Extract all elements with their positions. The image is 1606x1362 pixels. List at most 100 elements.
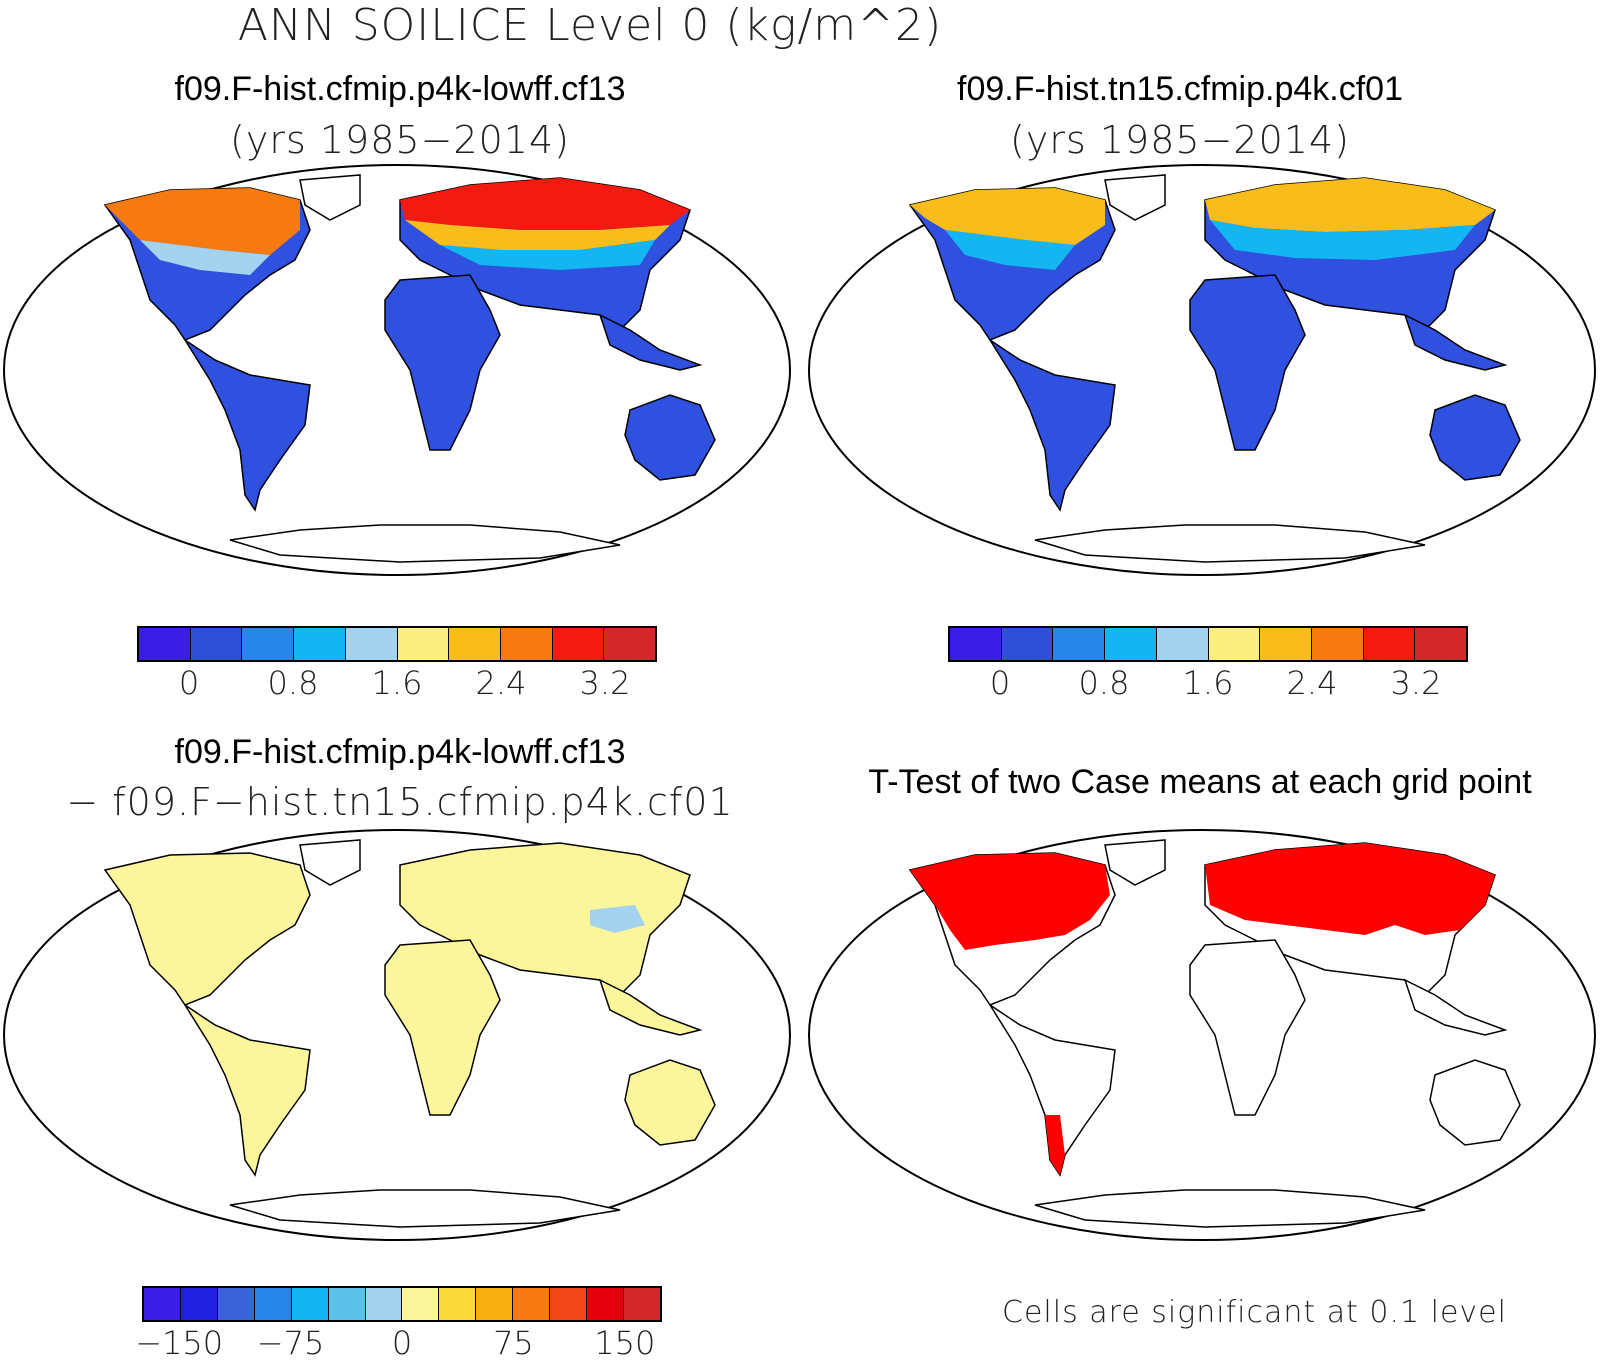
- panel3-colorbar: [142, 1286, 662, 1322]
- na-significant: [910, 853, 1110, 950]
- australia: [624, 1059, 716, 1146]
- panel3-subtitle: − f09.F−hist.tn15.cfmip.p4k.cf01: [66, 780, 734, 824]
- main-title: ANN SOILICE Level 0 (kg/m^2): [237, 0, 943, 51]
- na-warm: [910, 188, 1105, 245]
- antarctica: [1034, 1189, 1426, 1228]
- eurasia-light: [440, 240, 655, 270]
- south-america: [184, 1004, 311, 1177]
- colorbar-swatch: [139, 628, 191, 660]
- colorbar-swatch: [1311, 628, 1364, 660]
- colorbar-swatch: [144, 1288, 181, 1320]
- panel1-map: [3, 164, 791, 576]
- colorbar-swatch: [1260, 628, 1312, 660]
- se-asia: [1403, 978, 1508, 1036]
- colorbar-swatch: [950, 628, 1002, 660]
- colorbar-tick-label: 2.4: [475, 664, 527, 702]
- colorbar-tick-label: 0.8: [1078, 664, 1130, 702]
- colorbar-swatch: [513, 1288, 551, 1320]
- tibet-blue: [590, 905, 645, 933]
- se-asia: [598, 313, 703, 371]
- colorbar-tick-label: 0.8: [267, 664, 319, 702]
- australia: [1429, 1059, 1521, 1146]
- africa: [384, 939, 501, 1116]
- panel2-subtitle: (yrs 1985−2014): [1010, 118, 1350, 162]
- panel4-map: [808, 829, 1596, 1241]
- africa: [1189, 939, 1306, 1116]
- colorbar-swatch: [500, 628, 553, 660]
- colorbar-swatch: [623, 1288, 660, 1320]
- colorbar-swatch: [550, 1288, 588, 1320]
- na-warm: [105, 188, 300, 255]
- colorbar-swatch: [397, 628, 450, 660]
- colorbar-swatch: [217, 1288, 255, 1320]
- eurasia-yellow: [405, 220, 670, 250]
- africa: [384, 274, 501, 451]
- antarctica: [229, 1189, 621, 1228]
- colorbar-swatch: [604, 628, 656, 660]
- antarctica: [1034, 524, 1426, 563]
- panel1-colorbar: [137, 626, 657, 662]
- colorbar-tick-label: 0: [391, 1324, 413, 1362]
- na-light: [945, 230, 1075, 270]
- colorbar-swatch: [587, 1288, 624, 1320]
- north-america: [103, 852, 311, 1006]
- significance-note: Cells are significant at 0.1 level: [1002, 1295, 1507, 1330]
- colorbar-swatch: [1208, 628, 1261, 660]
- eurasia-warm: [400, 178, 690, 230]
- se-asia: [1403, 313, 1508, 371]
- colorbar-swatch: [242, 628, 295, 660]
- eurasia-warm: [1205, 178, 1495, 232]
- antarctica: [229, 524, 621, 563]
- colorbar-swatch: [1415, 628, 1467, 660]
- panel2-map: [808, 164, 1596, 576]
- australia: [624, 394, 716, 481]
- sa-significant: [1045, 1115, 1065, 1175]
- colorbar-swatch: [180, 1288, 218, 1320]
- colorbar-swatch: [449, 628, 501, 660]
- colorbar-swatch: [345, 628, 398, 660]
- eurasia-light: [1210, 220, 1475, 260]
- colorbar-swatch: [294, 628, 346, 660]
- colorbar-swatch: [476, 1288, 514, 1320]
- colorbar-tick-label: 0: [989, 664, 1011, 702]
- colorbar-swatch: [1001, 628, 1054, 660]
- colorbar-tick-label: 75: [493, 1324, 534, 1362]
- colorbar-swatch: [1363, 628, 1416, 660]
- panel4-title: T-Test of two Case means at each grid po…: [868, 763, 1532, 801]
- colorbar-swatch: [1156, 628, 1209, 660]
- eurasia-significant: [1205, 843, 1495, 935]
- colorbar-swatch: [552, 628, 605, 660]
- colorbar-tick-label: 1.6: [371, 664, 423, 702]
- colorbar-swatch: [328, 1288, 366, 1320]
- colorbar-swatch: [365, 1288, 403, 1320]
- colorbar-tick-label: −75: [256, 1324, 325, 1362]
- colorbar-tick-label: 3.2: [1390, 664, 1442, 702]
- south-america: [184, 339, 311, 512]
- greenland: [1104, 839, 1166, 886]
- colorbar-tick-label: 3.2: [579, 664, 631, 702]
- africa: [1189, 274, 1306, 451]
- greenland: [1104, 174, 1166, 221]
- greenland: [299, 174, 361, 221]
- panel3-title: f09.F-hist.cfmip.p4k-lowff.cf13: [174, 733, 626, 771]
- colorbar-tick-label: 0: [178, 664, 200, 702]
- panel2-colorbar: [948, 626, 1468, 662]
- panel1-subtitle: (yrs 1985−2014): [230, 118, 570, 162]
- south-america: [989, 339, 1116, 512]
- colorbar-tick-label: 1.6: [1182, 664, 1234, 702]
- colorbar-swatch: [291, 1288, 329, 1320]
- se-asia: [598, 978, 703, 1036]
- colorbar-swatch: [1053, 628, 1106, 660]
- panel2-title: f09.F-hist.tn15.cfmip.p4k.cf01: [957, 70, 1403, 108]
- na-yellow: [140, 240, 270, 275]
- colorbar-tick-label: 2.4: [1286, 664, 1338, 702]
- colorbar-tick-label: −150: [135, 1324, 224, 1362]
- colorbar-swatch: [402, 1288, 440, 1320]
- colorbar-swatch: [190, 628, 243, 660]
- greenland: [299, 839, 361, 886]
- australia: [1429, 394, 1521, 481]
- colorbar-swatch: [254, 1288, 292, 1320]
- colorbar-tick-label: 150: [594, 1324, 656, 1362]
- panel3-map: [3, 829, 791, 1241]
- colorbar-swatch: [1105, 628, 1157, 660]
